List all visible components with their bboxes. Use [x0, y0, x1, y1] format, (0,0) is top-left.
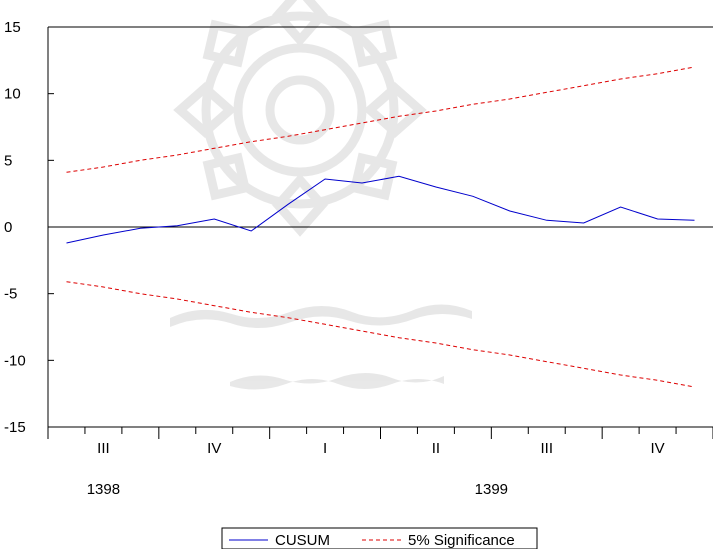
y-tick-label: 15: [4, 19, 21, 36]
x-quarter-label: I: [323, 440, 327, 457]
x-quarter-label: IV: [207, 440, 221, 457]
y-tick-label: 5: [4, 152, 12, 169]
x-year-label: 1398: [87, 481, 120, 498]
significance-upper-line: [66, 66, 695, 173]
watermark-logo: [170, 0, 472, 390]
x-quarter-label: III: [97, 440, 110, 457]
legend-label: CUSUM: [275, 532, 330, 549]
legend-box: [221, 527, 538, 549]
y-tick-label: -10: [4, 352, 26, 369]
y-tick-label: -5: [4, 286, 17, 303]
y-tick-label: -15: [4, 419, 26, 436]
significance-lower-line: [66, 281, 695, 388]
x-quarter-label: II: [432, 440, 440, 457]
legend-label: 5% Significance: [408, 532, 515, 549]
cusum-line: [66, 175, 695, 244]
y-tick-label: 10: [4, 86, 21, 103]
x-quarter-label: IV: [650, 440, 664, 457]
x-year-label: 1399: [475, 481, 508, 498]
x-quarter-label: III: [540, 440, 553, 457]
y-tick-label: 0: [4, 219, 12, 236]
